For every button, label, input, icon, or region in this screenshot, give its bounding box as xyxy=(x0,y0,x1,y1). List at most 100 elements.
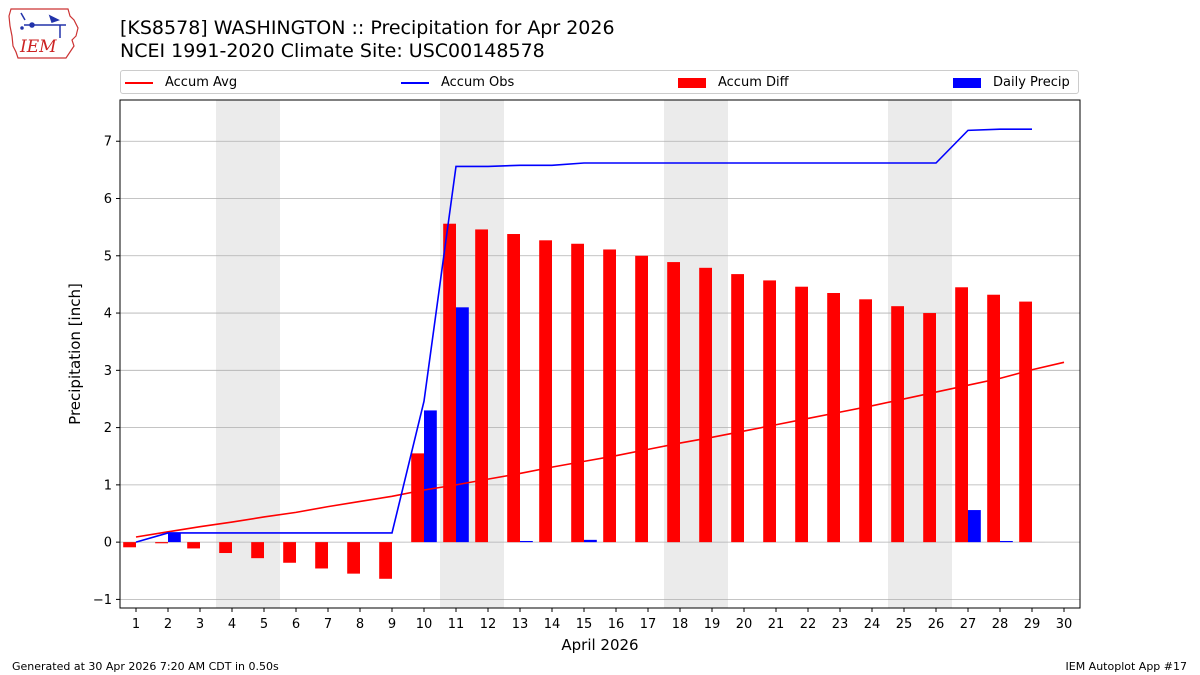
y-axis-label: Precipitation [inch] xyxy=(66,283,84,425)
legend-swatch-daily-precip xyxy=(953,77,981,88)
daily-precip-bar xyxy=(168,532,181,543)
weather-station-icon xyxy=(20,12,66,38)
y-tick-label: 7 xyxy=(104,135,112,150)
accum-diff-bar xyxy=(987,294,1000,543)
accum-diff-bar xyxy=(859,299,872,543)
legend-label-accum-diff: Accum Diff xyxy=(718,75,789,90)
x-tick-label: 18 xyxy=(672,617,689,632)
footer-app-id: IEM Autoplot App #17 xyxy=(1065,660,1188,673)
x-tick-label: 28 xyxy=(992,617,1009,632)
x-tick-label: 27 xyxy=(960,617,977,632)
x-tick-label: 2 xyxy=(164,617,172,632)
y-tick-label: 4 xyxy=(104,307,112,322)
chart-title: [KS8578] WASHINGTON :: Precipitation for… xyxy=(120,17,615,63)
x-tick-label: 9 xyxy=(388,617,396,632)
accum-diff-bar xyxy=(155,542,168,544)
axes-frame xyxy=(119,99,1081,609)
accum-diff-bar xyxy=(475,229,488,543)
legend-label-accum-obs: Accum Obs xyxy=(441,75,515,90)
x-tick-label: 24 xyxy=(864,617,881,632)
accum-diff-bar xyxy=(443,223,456,543)
accum-diff-bar xyxy=(923,313,936,543)
x-tick-label: 19 xyxy=(704,617,721,632)
x-tick-label: 14 xyxy=(544,617,561,632)
accum-diff-bar xyxy=(731,274,744,543)
x-axis-label: April 2026 xyxy=(561,636,638,654)
iem-logo: IEM xyxy=(8,8,79,59)
accum-diff-bar xyxy=(219,542,232,554)
x-tick-label: 3 xyxy=(196,617,204,632)
x-tick-label: 5 xyxy=(260,617,268,632)
legend-item-accum-diff: Accum Diff xyxy=(678,74,789,91)
accum-avg-line xyxy=(135,361,1065,538)
legend-item-daily-precip: Daily Precip xyxy=(953,74,1070,91)
legend-label-daily-precip: Daily Precip xyxy=(993,75,1070,90)
iowa-state-outline-icon xyxy=(8,8,79,59)
x-tick-label: 17 xyxy=(640,617,657,632)
x-tick-label: 7 xyxy=(324,617,332,632)
x-tick-label: 26 xyxy=(928,617,945,632)
legend-swatch-accum-diff xyxy=(678,77,706,88)
accum-diff-bar xyxy=(1019,301,1032,543)
accum-diff-bar xyxy=(795,286,808,543)
legend-swatch-accum-obs xyxy=(401,81,429,84)
y-tick-label: 1 xyxy=(104,478,112,493)
legend-swatch-accum-avg xyxy=(125,81,153,84)
y-tick-label: 5 xyxy=(104,249,112,264)
daily-precip-bar xyxy=(520,540,533,543)
accum-diff-bar xyxy=(891,306,904,543)
iem-logo-text: IEM xyxy=(19,37,57,57)
x-tick-label: 20 xyxy=(736,617,753,632)
accum-diff-bar xyxy=(411,453,424,543)
x-tick-label: 13 xyxy=(512,617,529,632)
y-tick-label: −1 xyxy=(93,593,112,608)
daily-precip-bar xyxy=(424,410,437,543)
legend-item-accum-avg: Accum Avg xyxy=(125,74,237,91)
x-tick-label: 1 xyxy=(132,617,140,632)
legend-label-accum-avg: Accum Avg xyxy=(165,75,238,90)
accum-diff-bar xyxy=(251,542,264,559)
x-tick-label: 16 xyxy=(608,617,625,632)
y-tick-label: 2 xyxy=(104,421,112,436)
weekend-shade-1 xyxy=(216,100,280,608)
daily-precip-bar xyxy=(456,307,469,543)
x-tick-label: 25 xyxy=(896,617,913,632)
x-tick-label: 10 xyxy=(416,617,433,632)
daily-precip-bar xyxy=(968,510,981,543)
daily-precip-bar xyxy=(1000,540,1013,543)
x-tick-label: 11 xyxy=(448,617,465,632)
x-tick-label: 4 xyxy=(228,617,236,632)
accum-diff-bar xyxy=(315,542,328,569)
footer-generated: Generated at 30 Apr 2026 7:20 AM CDT in … xyxy=(12,660,279,673)
accum-diff-bar xyxy=(187,542,200,549)
x-tick-label: 21 xyxy=(768,617,785,632)
accum-diff-bar xyxy=(379,542,392,579)
x-tick-label: 23 xyxy=(832,617,849,632)
plot-area xyxy=(120,100,1080,608)
x-tick-label: 29 xyxy=(1024,617,1041,632)
y-tick-label: 3 xyxy=(104,364,112,379)
accum-diff-bar xyxy=(283,542,296,563)
chart-legend: Accum Avg Accum Obs Accum Diff Daily Pre… xyxy=(120,70,1079,94)
accum-diff-bar xyxy=(571,243,584,543)
x-tick-label: 8 xyxy=(356,617,364,632)
accum-diff-bar xyxy=(699,267,712,543)
accum-diff-bar xyxy=(827,293,840,543)
chart-title-line2: NCEI 1991-2020 Climate Site: USC00148578 xyxy=(120,40,545,62)
accum-diff-bar xyxy=(635,255,648,543)
y-tick-label: 0 xyxy=(104,536,112,551)
accum-diff-bar xyxy=(347,542,360,574)
accum-diff-bar xyxy=(955,287,968,543)
chart-title-line1: [KS8578] WASHINGTON :: Precipitation for… xyxy=(120,17,615,39)
x-tick-label: 15 xyxy=(576,617,593,632)
legend-item-accum-obs: Accum Obs xyxy=(401,74,514,91)
accum-diff-bar xyxy=(763,280,776,543)
daily-precip-bar xyxy=(584,539,597,543)
accum-diff-bar xyxy=(667,262,680,543)
x-tick-label: 6 xyxy=(292,617,300,632)
accum-obs-line xyxy=(135,128,1032,543)
x-tick-label: 12 xyxy=(480,617,497,632)
accum-diff-bar xyxy=(603,249,616,543)
accum-diff-bar xyxy=(539,240,552,543)
y-tick-label: 6 xyxy=(104,192,112,207)
